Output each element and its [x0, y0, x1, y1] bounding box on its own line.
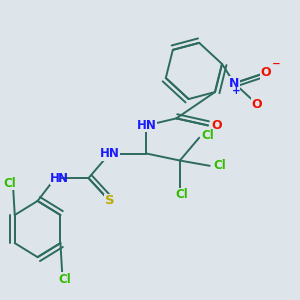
Text: HN: HN: [136, 119, 156, 132]
Text: −: −: [272, 59, 280, 69]
Text: O: O: [212, 119, 222, 132]
Text: Cl: Cl: [202, 129, 214, 142]
Text: N: N: [58, 172, 68, 184]
Text: HN: HN: [100, 147, 119, 160]
Text: Cl: Cl: [175, 188, 188, 202]
Text: Cl: Cl: [3, 177, 16, 190]
Text: +: +: [232, 86, 240, 96]
Text: Cl: Cl: [213, 159, 226, 172]
Text: N: N: [229, 77, 239, 90]
Text: S: S: [105, 194, 114, 207]
Text: O: O: [252, 98, 262, 111]
Text: Cl: Cl: [58, 273, 71, 286]
Text: O: O: [261, 66, 271, 79]
Text: H: H: [50, 172, 60, 184]
